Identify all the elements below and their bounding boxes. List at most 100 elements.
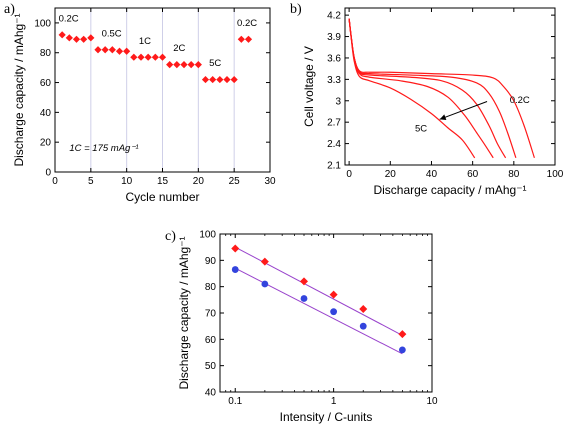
a-x-tick-label: 20 <box>193 176 205 187</box>
a-rate-label: 0.5C <box>102 28 122 39</box>
a-y-tick-label: 40 <box>40 108 52 119</box>
a-x-tick-label: 0 <box>52 176 58 187</box>
panel-label-c: c) <box>165 229 176 244</box>
b-rate-arrow <box>439 101 488 120</box>
c-data-point <box>300 277 309 286</box>
a-data-point <box>173 61 181 69</box>
c-data-point <box>260 257 269 266</box>
a-x-tick-label: 30 <box>264 176 276 187</box>
b-y-tick-label: 2.1 <box>327 161 341 172</box>
a-data-point <box>101 46 109 54</box>
b-x-tick-label: 60 <box>467 169 479 180</box>
a-y-tick-label: 80 <box>40 48 52 59</box>
c-y-tick-label: 70 <box>205 309 217 320</box>
a-y-tick-label: 100 <box>34 18 51 29</box>
a-data-point <box>130 53 138 61</box>
c-x-tick-label: 10 <box>426 396 438 407</box>
b-discharge-curve <box>348 18 476 159</box>
a-data-point <box>144 53 152 61</box>
c-data-point <box>300 295 308 302</box>
a-data-point <box>158 53 167 61</box>
a-data-point <box>209 75 217 84</box>
b-x-tick-label: 80 <box>508 169 520 180</box>
a-x-tick-label: 10 <box>121 176 133 187</box>
a-data-point <box>244 35 253 43</box>
a-data-point <box>137 53 145 61</box>
c-data-point <box>231 244 240 253</box>
b-discharge-curve <box>348 18 535 159</box>
b-y-tick-label: 4.2 <box>327 11 341 22</box>
c-data-point <box>398 330 407 339</box>
c-data-point <box>329 290 338 299</box>
b-y-tick-label: 3.6 <box>327 53 341 64</box>
a-x-tick-label: 5 <box>88 176 94 187</box>
c-y-tick-label: 100 <box>199 230 216 241</box>
a-data-point <box>151 53 159 61</box>
c-data-point <box>398 346 406 354</box>
c-fit-line <box>235 246 403 336</box>
a-rate-label: 5C <box>209 58 221 69</box>
b-x-tick-label: 20 <box>385 169 397 180</box>
c-y-axis-title: Discharge capacity / mAhg⁻¹ <box>177 236 191 389</box>
b-y-tick-label: 3.3 <box>327 75 341 86</box>
c-plot-frame <box>219 233 433 393</box>
a-y-axis-title: Discharge capacity / mAhg⁻¹ <box>12 13 26 166</box>
a-data-point <box>87 34 95 42</box>
c-x-tick-label: 0.1 <box>228 396 242 407</box>
b-x-tick-label: 40 <box>426 169 438 180</box>
b-rate-label: 5C <box>415 123 427 134</box>
a-rate-label: 2C <box>173 43 185 54</box>
a-x-tick-label: 25 <box>229 176 241 187</box>
c-y-tick-label: 40 <box>205 388 217 399</box>
c-data-point <box>359 305 368 314</box>
b-rate-label: 0.2C <box>510 95 530 106</box>
chart-b: 0 20 40 60 80 100 2.1 2.4 2.7 3 3.3 3.6 3.9 4.2 Discha… <box>302 7 564 197</box>
c-x-axis-title: Intensity / C-units <box>280 410 373 424</box>
a-rate-label: 1C <box>139 36 151 47</box>
a-data-point <box>72 35 81 43</box>
a-x-axis-title: Cycle number <box>125 190 199 204</box>
c-y-tick-label: 80 <box>205 282 217 293</box>
a-y-tick-label: 20 <box>40 138 52 149</box>
b-y-tick-label: 3.9 <box>327 32 341 43</box>
b-discharge-curve <box>348 18 494 159</box>
c-y-tick-label: 90 <box>205 256 217 267</box>
a-data-point <box>180 61 188 69</box>
a-data-point <box>166 61 174 69</box>
c-data-point <box>359 322 367 330</box>
chart-c: 0.1 1 10 40 50 60 70 80 90 100 Intensity / C-units… <box>177 230 438 424</box>
a-data-point <box>65 34 73 42</box>
a-data-point <box>187 61 195 69</box>
b-discharge-curve <box>348 18 507 159</box>
c-y-tick-label: 50 <box>205 361 217 372</box>
a-data-point <box>237 35 245 43</box>
a-data-point <box>201 75 210 84</box>
a-y-tick-label: 60 <box>40 78 52 89</box>
c-y-tick-label: 60 <box>205 335 217 346</box>
b-x-tick-label: 0 <box>346 169 352 180</box>
chart-a: 0 5 10 15 20 25 30 0 20 40 60 80 100 Cycle number Disc… <box>12 7 276 204</box>
b-y-tick-label: 3 <box>335 96 341 107</box>
a-data-point <box>123 47 131 55</box>
a-x-tick-label: 15 <box>157 176 169 187</box>
c-data-point <box>330 308 338 316</box>
a-data-point <box>115 47 124 55</box>
c-data-point <box>231 266 239 273</box>
b-plot-frame <box>344 7 556 166</box>
c-fit-line <box>235 267 403 355</box>
b-x-axis-title: Discharge capacity / mAhg⁻¹ <box>373 183 526 197</box>
a-data-point <box>108 46 116 54</box>
b-y-tick-label: 2.4 <box>327 139 341 150</box>
a-data-point <box>216 75 224 84</box>
a-data-point <box>80 35 88 43</box>
a-data-point <box>230 75 238 84</box>
b-y-tick-label: 2.7 <box>327 118 341 129</box>
a-rate-note: 1C = 175 mAg⁻¹ <box>69 143 138 154</box>
panel-label-a: a) <box>4 2 15 17</box>
b-x-tick-label: 100 <box>547 169 564 180</box>
b-y-axis-title: Cell voltage / V <box>302 46 316 127</box>
a-data-point <box>58 31 66 39</box>
panel-label-b: b) <box>290 2 302 17</box>
b-rate-arrowhead <box>439 114 447 121</box>
